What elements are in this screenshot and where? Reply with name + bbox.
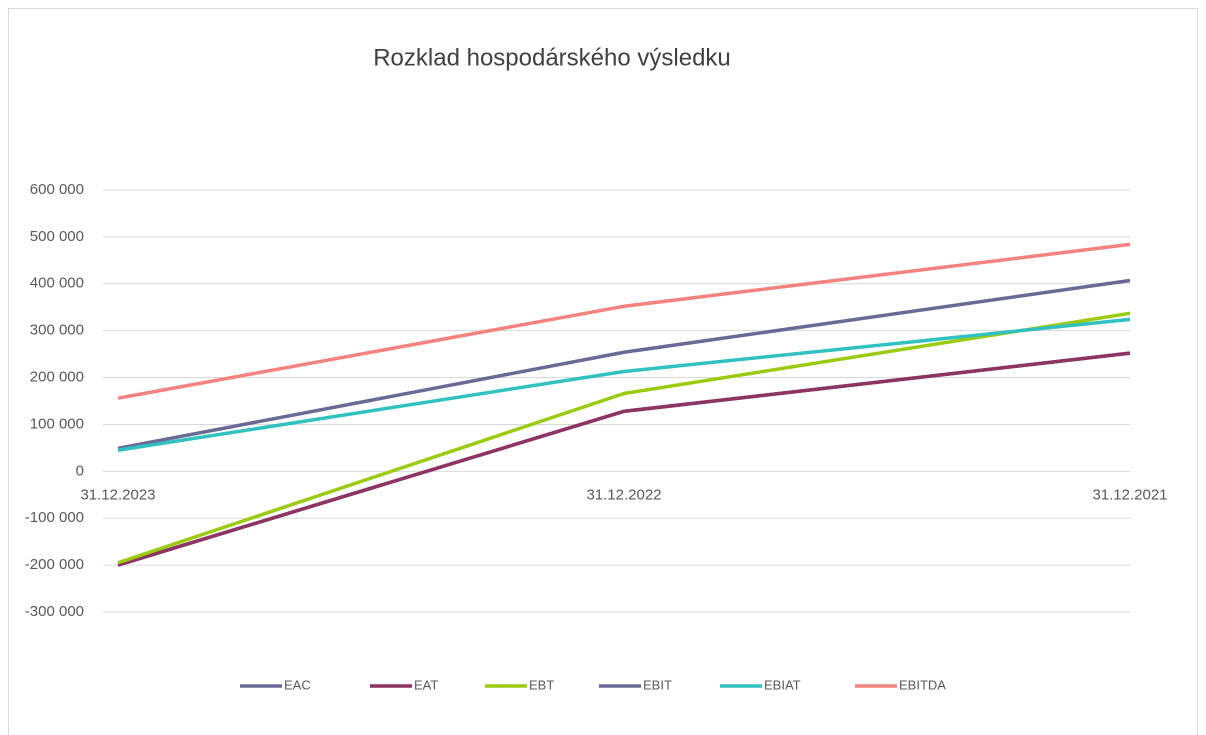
legend-label: EAT [414,677,438,692]
legend-label: EBITDA [899,677,946,692]
series-line [117,351,1131,567]
y-tick-label: -100 000 [25,509,84,526]
legend-label: EBIAT [764,677,801,692]
chart-title: Rozklad hospodárského výsledku [373,44,731,71]
series-line [117,242,1131,400]
x-tick-label: 31.12.2021 [1092,486,1167,503]
y-tick-label: 100 000 [30,415,84,432]
legend-label: EBIT [643,677,672,692]
series-line [117,311,1131,565]
y-tick-label: 600 000 [30,181,84,198]
y-tick-label: 400 000 [30,275,84,292]
y-tick-label: -300 000 [25,603,84,620]
series-line [117,317,1131,452]
x-tick-label: 31.12.2023 [80,486,155,503]
series-line [117,278,1131,451]
y-tick-label: 200 000 [30,369,84,386]
y-tick-label: 500 000 [30,228,84,245]
x-tick-label: 31.12.2022 [586,486,661,503]
y-tick-label: 300 000 [30,322,84,339]
y-tick-label: -200 000 [25,556,84,573]
y-tick-label: 0 [76,462,84,479]
chart-border [8,8,1198,735]
legend-label: EAC [284,677,311,692]
series-line [117,351,1131,567]
legend-label: EBT [529,677,554,692]
